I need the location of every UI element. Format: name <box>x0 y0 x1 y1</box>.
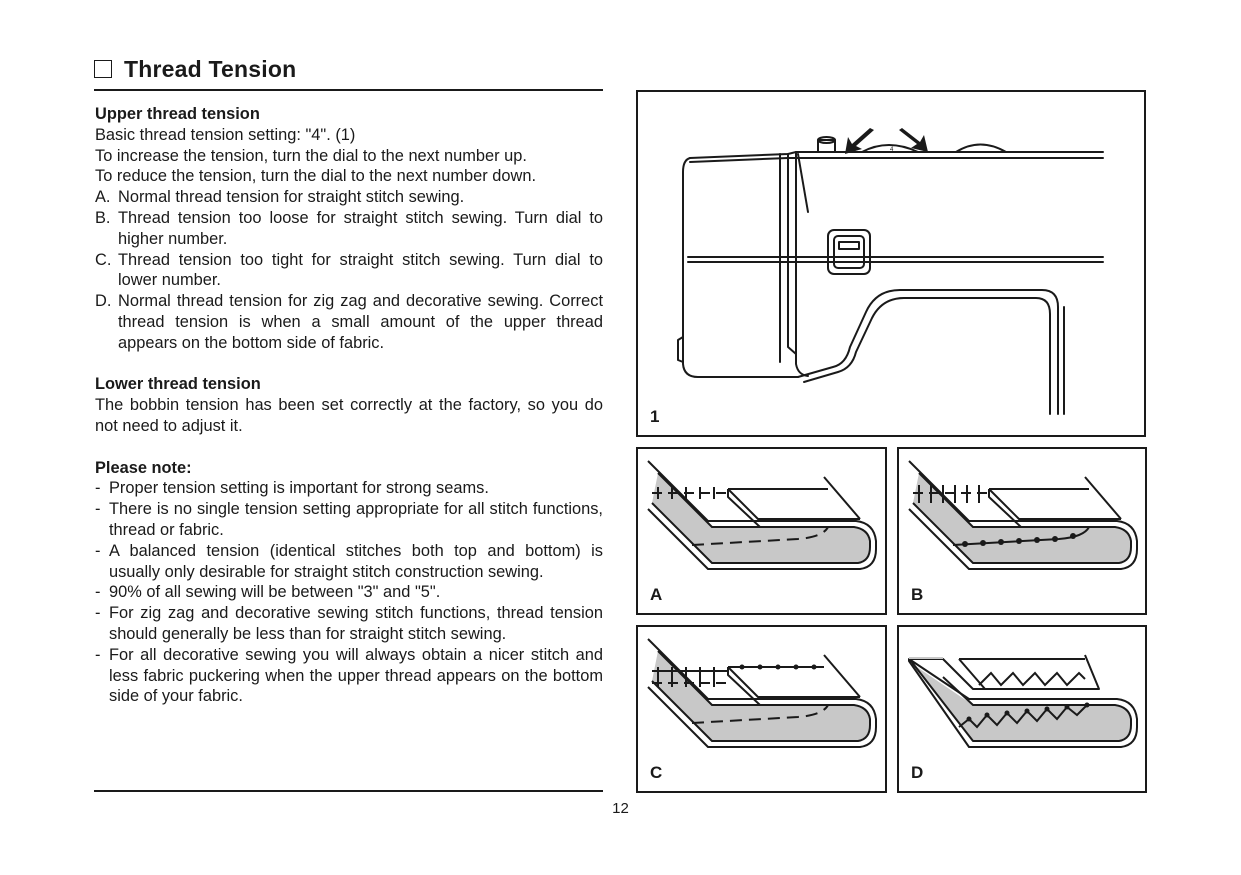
figure-c-too-tight: C <box>636 625 887 793</box>
lower-tension-text: The bobbin tension has been set correctl… <box>95 396 603 435</box>
bullet-marker: - <box>95 604 101 623</box>
figure-1-machine: 4 1 <box>636 90 1146 437</box>
figure-b-too-loose: B <box>897 447 1147 615</box>
fabric-stitch-illustration <box>908 460 1138 570</box>
sewing-machine-illustration: 4 <box>677 128 1104 415</box>
upper-line-1: Basic thread tension setting: "4". (1) <box>95 125 356 144</box>
fabric-stitch-illustration <box>908 654 1138 748</box>
figure-label: 1 <box>650 407 660 426</box>
figure-label: D <box>911 763 924 782</box>
item-marker: A. <box>95 188 111 207</box>
page-number: 12 <box>612 800 629 817</box>
item-marker: D. <box>95 292 112 311</box>
list-item-d: D. Normal thread tension for zig zag and… <box>95 291 603 353</box>
bullet-marker: - <box>95 645 101 664</box>
section-header: Thread Tension <box>94 54 296 84</box>
note-heading: Please note: <box>95 458 192 477</box>
note-bullet: - Proper tension setting is important fo… <box>95 478 603 499</box>
upper-tension-heading: Upper thread tension <box>95 105 260 123</box>
fabric-stitch-illustration <box>647 460 877 570</box>
text-column: Upper thread tension Basic thread tensio… <box>95 104 603 707</box>
item-marker: B. <box>95 208 111 227</box>
item-text: Normal thread tension for zig zag and de… <box>118 292 603 352</box>
lower-tension-heading: Lower thread tension <box>95 375 261 394</box>
figure-a-normal-straight: A <box>636 447 887 615</box>
figure-d-zigzag: D <box>897 625 1147 793</box>
item-marker: C. <box>95 250 112 269</box>
note-bullet: - For all decorative sewing you will alw… <box>95 645 603 707</box>
item-text: Thread tension too loose for straight st… <box>118 208 603 248</box>
note-bullet: - There is no single tension setting app… <box>95 499 603 541</box>
bullet-text: There is no single tension setting appro… <box>109 500 603 539</box>
fabric-stitch-illustration <box>647 638 877 748</box>
bullet-marker: - <box>95 500 101 519</box>
note-bullet: - A balanced tension (identical stitches… <box>95 541 603 583</box>
item-text: Normal thread tension for straight stitc… <box>118 188 465 207</box>
bottom-divider <box>94 790 603 792</box>
checkbox-icon <box>94 60 112 78</box>
bullet-marker: - <box>95 583 101 602</box>
section-title: Thread Tension <box>124 55 297 82</box>
figure-label: A <box>650 585 663 604</box>
note-bullet: - For zig zag and decorative sewing stit… <box>95 603 603 645</box>
dial-mark: 4 <box>890 147 894 153</box>
title-divider <box>94 89 603 91</box>
bullet-text: For all decorative sewing you will alway… <box>109 645 603 706</box>
bullet-text: A balanced tension (identical stitches b… <box>109 541 603 581</box>
bullet-marker: - <box>95 541 101 560</box>
item-text: Thread tension too tight for straight st… <box>118 250 603 290</box>
figure-label: C <box>650 763 663 782</box>
list-item-c: C. Thread tension too tight for straight… <box>95 250 603 292</box>
bullet-text: 90% of all sewing will be between "3" an… <box>109 583 441 602</box>
upper-line-2: To increase the tension, turn the dial t… <box>95 146 527 165</box>
figure-label: B <box>911 585 924 604</box>
list-item-b: B. Thread tension too loose for straight… <box>95 208 603 250</box>
bullet-text: For zig zag and decorative sewing stitch… <box>109 604 603 643</box>
note-bullet: - 90% of all sewing will be between "3" … <box>95 582 603 603</box>
list-item-a: A. Normal thread tension for straight st… <box>95 187 603 208</box>
upper-line-3: To reduce the tension, turn the dial to … <box>95 167 537 186</box>
bullet-marker: - <box>95 479 101 498</box>
bullet-text: Proper tension setting is important for … <box>109 479 489 498</box>
